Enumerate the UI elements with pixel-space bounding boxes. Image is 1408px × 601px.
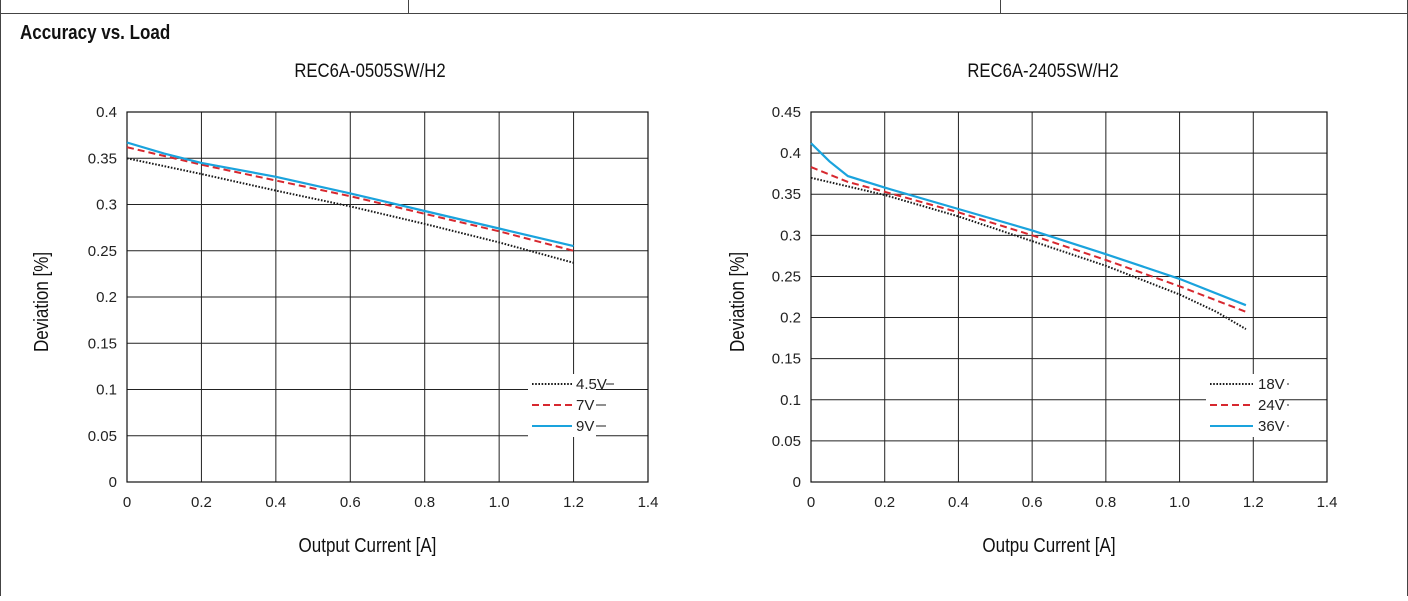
legend: 4.5V 7V 9V — [528, 374, 614, 437]
x-tick-label: 1.2 — [1243, 494, 1264, 511]
plot-border — [810, 111, 1328, 483]
plot-border — [126, 111, 649, 483]
x-tick-label: 0.6 — [340, 494, 361, 511]
y-tick-label: 0.3 — [780, 227, 801, 244]
y-tick-label: 0.05 — [772, 433, 801, 450]
chart-1: REC6A-0505SW/H2 0 0.2 0.4 0.6 0.8 1.0 1.2 1.4 0 0.… — [30, 60, 659, 556]
y-tick-label: 0.25 — [88, 243, 117, 260]
y-tick-label: 0.2 — [780, 310, 801, 327]
series-line-18V — [810, 176, 1247, 330]
legend: 18V 24V 36V — [1206, 374, 1289, 437]
x-tick-label: 1.2 — [563, 494, 584, 511]
x-tick-label: 0.2 — [191, 494, 212, 511]
x-tick-label: 0 — [807, 494, 815, 511]
x-tick-label: 0.4 — [265, 494, 286, 511]
chart-2: REC6A-2405SW/H2 0 0.2 0.4 0.6 0.8 1.0 1.2 1.4 0 0.… — [726, 60, 1338, 556]
legend-label: 9V — [576, 418, 594, 435]
x-tick-label: 1.4 — [638, 494, 659, 511]
series-line-9V — [126, 141, 574, 248]
y-tick-label: 0.1 — [780, 392, 801, 409]
x-tick-label: 0.4 — [948, 494, 969, 511]
legend-label: 24V — [1258, 397, 1285, 414]
series-line-24V — [810, 166, 1247, 313]
x-axis-label: Output Current [A] — [299, 534, 437, 557]
series-line-4.5V — [126, 157, 574, 264]
y-tick-label: 0 — [793, 474, 801, 491]
x-tick-label: 1.4 — [1317, 494, 1338, 511]
x-tick-label: 0.8 — [1095, 494, 1116, 511]
y-axis-label: Deviation [%] — [726, 252, 749, 352]
legend-label: 18V — [1258, 376, 1285, 393]
x-tick-label: 1.0 — [1169, 494, 1190, 511]
y-tick-label: 0.05 — [88, 428, 117, 445]
x-tick-label: 0.8 — [414, 494, 435, 511]
x-tick-label: 1.0 — [489, 494, 510, 511]
series-line-36V — [810, 142, 1247, 307]
x-tick-label: 0.2 — [874, 494, 895, 511]
y-tick-label: 0.35 — [88, 150, 117, 167]
y-tick-label: 0.1 — [96, 382, 117, 399]
y-tick-label: 0 — [109, 474, 117, 491]
y-tick-label: 0.3 — [96, 197, 117, 214]
chart-title: REC6A-2405SW/H2 — [967, 60, 1118, 81]
figure-heading: Accuracy vs. Load — [20, 22, 171, 44]
legend-label: 4.5V — [576, 376, 607, 393]
y-tick-label: 0.15 — [772, 351, 801, 368]
y-tick-label: 0.4 — [96, 104, 117, 121]
y-tick-label: 0.2 — [96, 289, 117, 306]
y-tick-label: 0.45 — [772, 104, 801, 121]
x-tick-label: 0.6 — [1022, 494, 1043, 511]
x-tick-label: 0 — [123, 494, 131, 511]
y-tick-label: 0.4 — [780, 145, 801, 162]
legend-label: 7V — [576, 397, 594, 414]
y-tick-label: 0.15 — [88, 335, 117, 352]
y-tick-label: 0.25 — [772, 268, 801, 285]
legend-label: 36V — [1258, 418, 1285, 435]
y-axis-label: Deviation [%] — [30, 252, 53, 352]
y-tick-label: 0.35 — [772, 186, 801, 203]
x-axis-label: Outpu Current [A] — [982, 534, 1115, 557]
chart-title: REC6A-0505SW/H2 — [294, 60, 445, 81]
